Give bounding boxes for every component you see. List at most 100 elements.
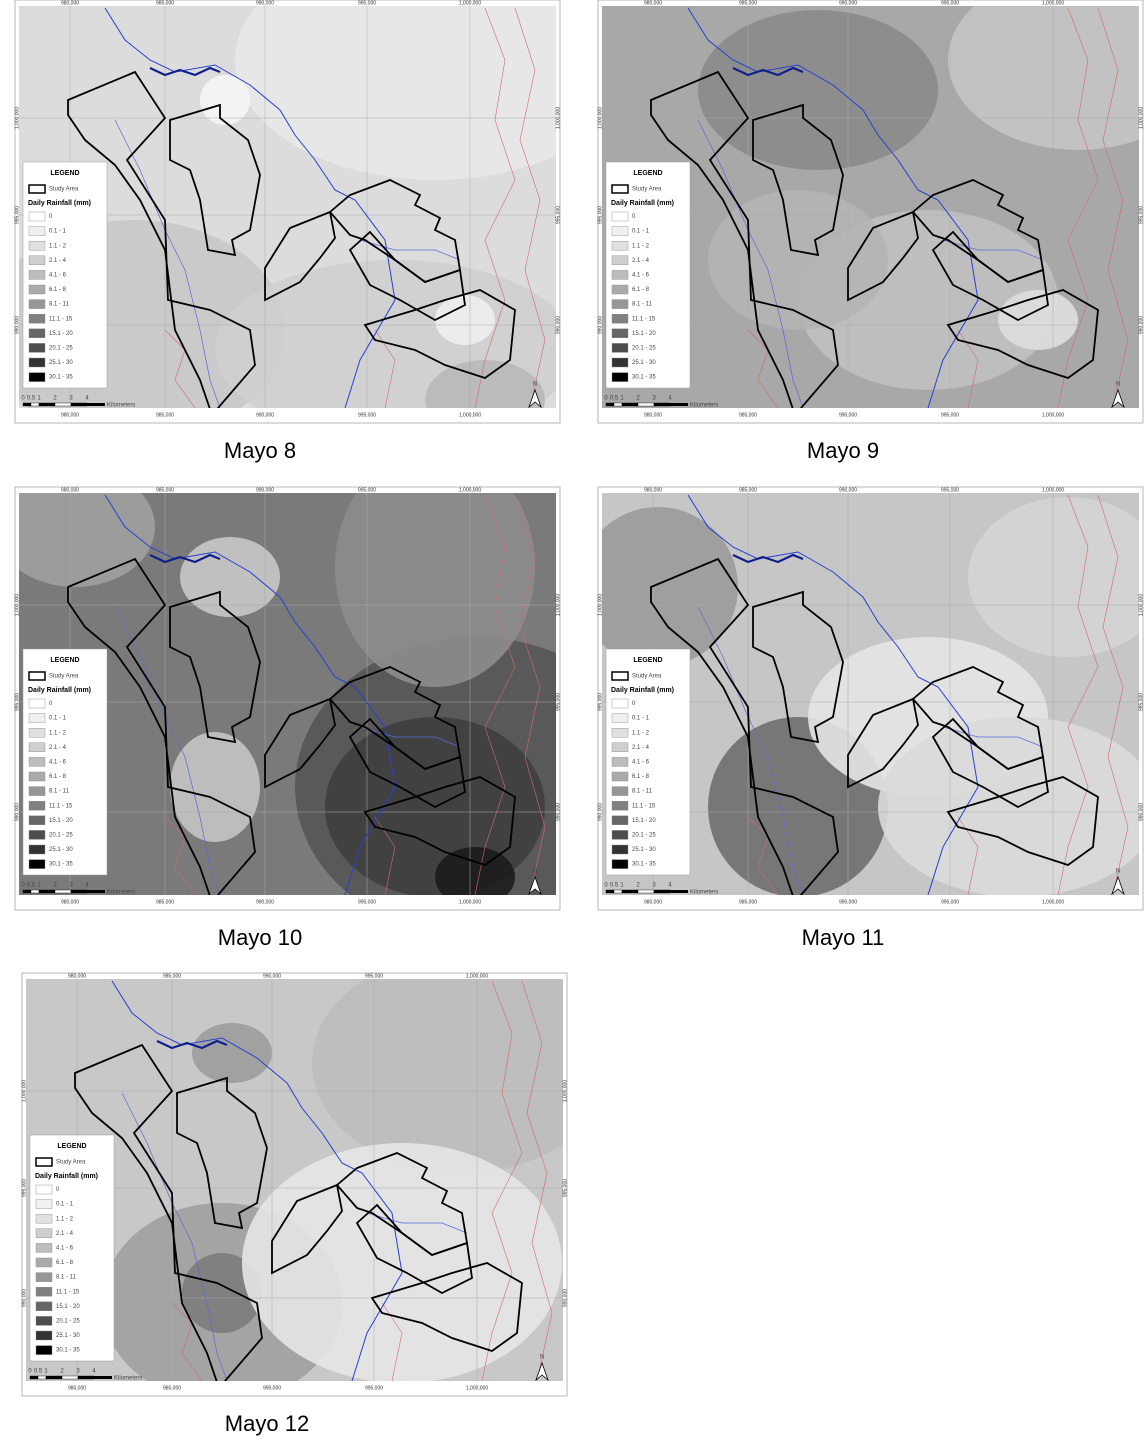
legend-swatch [612,343,628,352]
legend-label: 4.1 - 6 [49,759,67,765]
scale-segment [71,890,87,893]
legend-swatch [29,300,45,309]
legend-swatch [29,314,45,323]
grid-label-top: 995,000 [941,0,959,6]
legend-label: 0.1 - 1 [632,716,650,722]
legend-label: 25.1 - 30 [632,847,656,853]
grid-label-left: 990,000 [14,316,20,334]
caption: Mayo 12 [225,1411,309,1436]
legend-swatch [612,212,628,221]
legend-label: 20.1 - 25 [49,832,73,838]
legend-swatch [612,373,628,382]
legend-swatch [29,227,45,236]
legend-swatch [612,256,628,265]
scale-segment [71,403,87,406]
legend-swatch [29,373,45,382]
legend-swatch [36,1316,52,1325]
grid-label-right: 1,000,000 [1138,107,1144,129]
grid-label-left: 990,000 [597,803,603,821]
grid-label-bottom: 985,000 [163,1385,181,1391]
legend-swatch [612,270,628,279]
legend-label: 8.1 - 11 [56,1275,77,1281]
map-panel: 980,000980,000985,000985,000990,000990,0… [597,0,1147,463]
grid-label-bottom: 995,000 [941,899,959,905]
scale-label: 0.5 [34,1369,43,1375]
legend-swatch [612,772,628,781]
grid-label-left: 1,000,000 [597,107,603,129]
legend-swatch [29,343,45,352]
legend-swatch [29,860,45,869]
scale-label: 0.5 [610,396,619,402]
legend-swatch [36,1214,52,1223]
figure: 980,000 980,000 985,000 985,000 990,000 990,0… [0,0,1147,1441]
grid-label-top: 985,000 [156,0,174,6]
legend-label: Study Area [56,1160,86,1166]
legend-swatch [29,358,45,367]
legend-swatch [612,830,628,839]
scale-label: 0.5 [610,883,619,889]
scale-segment [670,890,688,893]
scale-unit: Kilometers [690,890,718,896]
scale-segment [23,403,31,406]
grid-label-bottom: 990,000 [263,1385,281,1391]
legend-label: 0.1 - 1 [632,229,650,235]
legend-swatch [36,1185,52,1194]
scale-segment [654,403,670,406]
legend-title: LEGEND [50,170,79,177]
scale-segment [46,1376,62,1379]
legend-label: 6.1 - 8 [49,287,67,293]
grid-label-top: 995,000 [365,973,383,979]
legend-swatch [36,1243,52,1252]
grid-label-right: 995,000 [562,1179,568,1197]
grid-label-bottom: 995,000 [365,1385,383,1391]
grid-label-bottom: 990,000 [839,412,857,418]
scale-segment [622,403,638,406]
grid-label-right: 995,000 [555,206,561,224]
legend-label: 6.1 - 8 [632,287,650,293]
legend-label: Study Area [49,187,79,193]
legend-title: LEGEND [633,170,662,177]
grid-label-bottom: 1,000,000 [459,412,481,418]
grid-label-bottom: 980,000 [68,1385,86,1391]
north-label: N [1116,869,1120,875]
legend-swatch [29,787,45,796]
legend: LEGENDStudy AreaDaily Rainfall (mm)00.1 … [606,162,690,388]
legend-swatch [29,241,45,250]
legend-title: LEGEND [50,657,79,664]
legend-label: 11.1 - 15 [632,316,656,322]
legend-swatch [612,860,628,869]
grid-label-left: 995,000 [21,1179,27,1197]
scale-segment [638,890,654,893]
legend-swatch [29,845,45,854]
legend-label: 30.1 - 35 [632,862,656,868]
scale-segment [39,403,55,406]
grid-label-bottom: 985,000 [156,899,174,905]
legend-label: 25.1 - 30 [49,360,73,366]
grid-label-top: 990,000 [256,487,274,493]
grid-label-right: 1,000,000 [562,1080,568,1102]
legend-label: 6.1 - 8 [49,774,67,780]
legend-label: 30.1 - 35 [632,375,656,381]
grid-label-left: 990,000 [21,1289,27,1307]
grid-label-bottom: 980,000 [644,412,662,418]
legend-label: 4.1 - 6 [56,1245,74,1251]
legend-swatch [36,1287,52,1296]
scale-segment [606,890,614,893]
legend-swatch [612,743,628,752]
rainfall-zone [335,447,535,687]
scale-segment [31,890,39,893]
grid-label-left: 1,000,000 [14,107,20,129]
legend-swatch [29,830,45,839]
grid-label-top: 1,000,000 [466,973,488,979]
grid-label-bottom: 985,000 [739,899,757,905]
legend-title: LEGEND [633,657,662,664]
scale-unit: Kilometers [114,1376,142,1382]
grid-label-top: 995,000 [941,487,959,493]
grid-label-bottom: 980,000 [644,899,662,905]
scale-segment [39,890,55,893]
grid-label-top: 995,000 [358,487,376,493]
map-panel: 980,000980,000985,000985,000990,000990,0… [0,0,635,463]
caption: Mayo 10 [218,925,302,950]
legend-swatch [612,358,628,367]
